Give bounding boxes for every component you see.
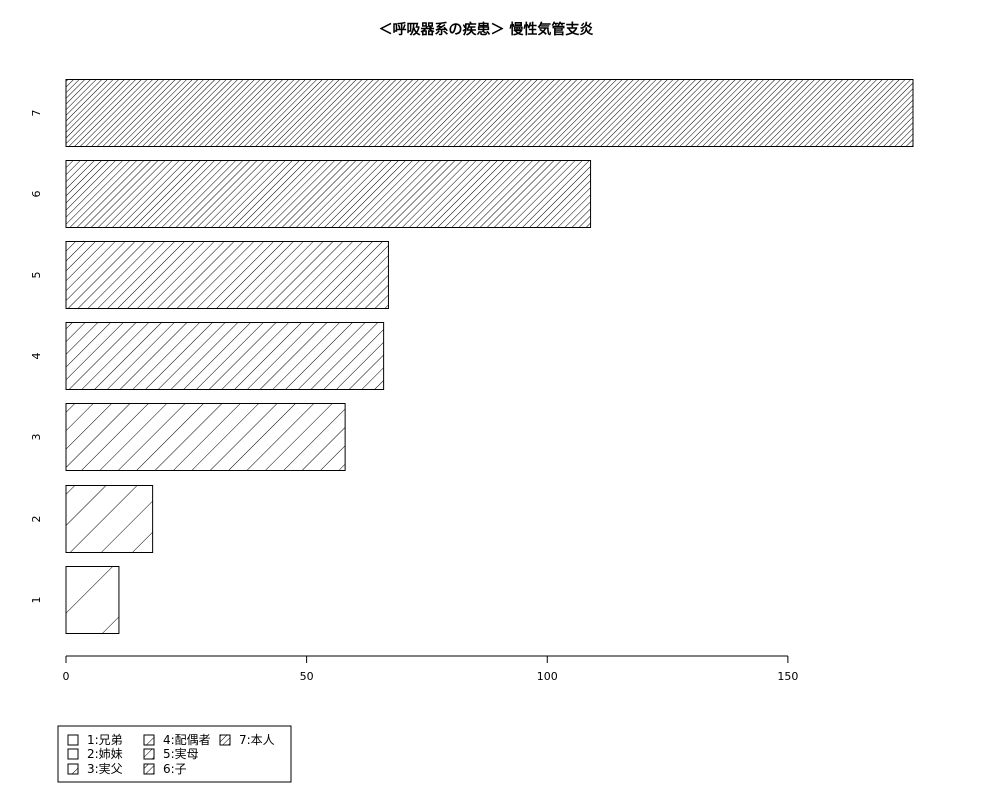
bar-3 — [65, 403, 346, 471]
legend-swatch-3 — [67, 763, 79, 775]
chart-title: ＜呼吸器系の疾患＞ 慢性気管支炎 — [379, 21, 594, 38]
legend-swatch-7 — [219, 734, 231, 746]
x-tick-label-150: 150 — [777, 670, 798, 683]
bar-4 — [65, 322, 385, 390]
legend-label-3: 3:実父 — [87, 761, 123, 776]
legend-swatch-4 — [143, 734, 155, 746]
legend-label-1: 1:兄弟 — [87, 733, 123, 747]
bar-2 — [65, 485, 154, 553]
y-tick-labels: 1 2 3 4 5 6 7 — [30, 110, 43, 604]
y-tick-label-5: 5 — [30, 272, 43, 279]
bar-1 — [65, 566, 120, 634]
y-tick-label-2: 2 — [30, 516, 43, 523]
legend-label-2: 2:姉妹 — [87, 746, 123, 761]
x-tick-label-0: 0 — [63, 670, 70, 683]
bar-6 — [65, 160, 592, 228]
legend-box — [57, 725, 292, 783]
legend-swatch-6 — [143, 763, 155, 775]
x-tick-label-50: 50 — [300, 670, 314, 683]
bar-5 — [65, 241, 389, 309]
x-tick-label-100: 100 — [537, 670, 558, 683]
legend-swatch-2 — [67, 748, 79, 760]
legend-swatch-1 — [67, 734, 79, 746]
y-tick-label-6: 6 — [30, 191, 43, 198]
legend-label-7: 7:本人 — [239, 733, 275, 747]
y-tick-label-4: 4 — [30, 353, 43, 360]
y-tick-label-1: 1 — [30, 597, 43, 604]
y-tick-label-7: 7 — [30, 110, 43, 117]
x-axis: 0 50 100 150 — [63, 655, 798, 683]
legend-label-5: 5:実母 — [163, 746, 199, 761]
y-tick-label-3: 3 — [30, 434, 43, 441]
legend-label-6: 6:子 — [163, 762, 187, 776]
legend-swatch-5 — [143, 748, 155, 760]
legend-label-4: 4:配偶者 — [163, 733, 211, 747]
bars-group — [65, 79, 914, 634]
bar-7 — [65, 79, 914, 147]
